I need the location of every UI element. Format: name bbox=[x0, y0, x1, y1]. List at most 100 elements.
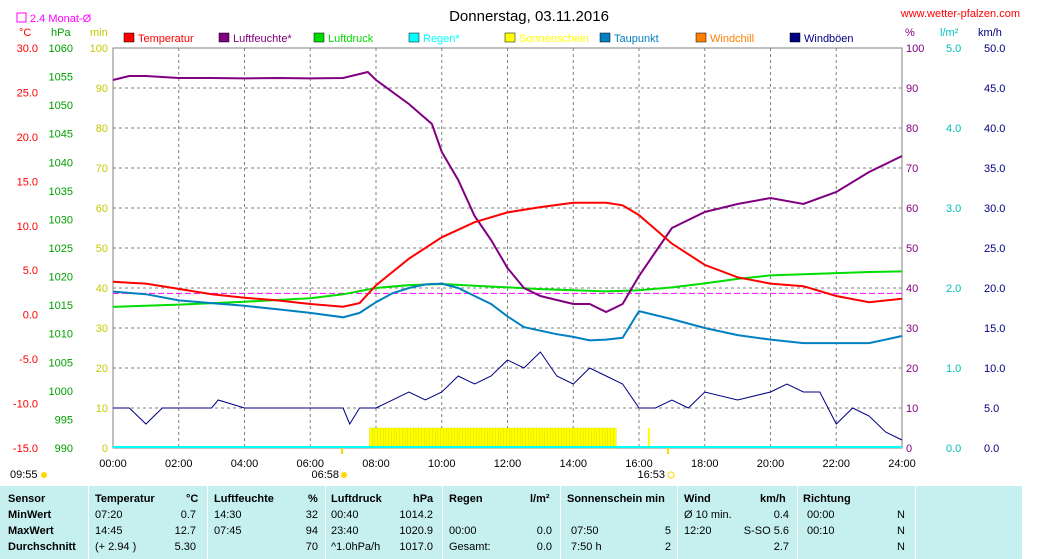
table-header-humidity: Luftfeuchte bbox=[214, 493, 274, 505]
table-cell-direction-value: N bbox=[897, 525, 905, 537]
unit-rain: l/m² bbox=[940, 27, 959, 39]
table-cell-wind-time: 12:20 bbox=[684, 525, 712, 537]
y-tick-temperature: 0.0 bbox=[23, 310, 38, 322]
y-tick-temperature: 10.0 bbox=[17, 221, 38, 233]
x-tick-label: 24:00 bbox=[888, 458, 916, 470]
table-cell-humidity-time: 07:45 bbox=[214, 525, 242, 537]
sunshine-bar bbox=[530, 427, 535, 449]
sunshine-bar bbox=[402, 427, 406, 449]
table-row-label: Durchschnitt bbox=[8, 541, 76, 553]
table-header-temperature-unit: °C bbox=[186, 493, 199, 505]
daylight-duration: 09:55 bbox=[10, 469, 38, 481]
sunshine-bar bbox=[437, 427, 442, 449]
table-header-direction: Richtung bbox=[803, 493, 851, 505]
table-cell-wind-time: Ø 10 min. bbox=[684, 509, 732, 521]
sunshine-bar bbox=[574, 427, 579, 449]
legend-label: Taupunkt bbox=[614, 33, 659, 45]
y-tick-humidity: 60 bbox=[906, 203, 918, 215]
x-tick-label: 00:00 bbox=[99, 458, 127, 470]
sunshine-bar bbox=[372, 427, 376, 449]
sunshine-bar bbox=[380, 427, 384, 449]
statistics-table: Sensor Temperatur °C Luftfeuchte % Luftd… bbox=[0, 486, 1022, 559]
sunshine-bar bbox=[445, 427, 450, 449]
sunshine-bar bbox=[550, 427, 554, 449]
sunshine-bar bbox=[369, 427, 373, 449]
y-tick-wind: 40.0 bbox=[984, 123, 1005, 135]
y-tick-humidity: 100 bbox=[906, 43, 924, 55]
sunshine-bar bbox=[596, 427, 600, 449]
table-cell-wind-value: S-SO 5.6 bbox=[743, 525, 789, 537]
sunshine-bar bbox=[374, 427, 379, 449]
table-header-pressure-unit: hPa bbox=[413, 493, 434, 505]
y-tick-rain: 2.0 bbox=[946, 283, 961, 295]
y-tick-pressure: 1055 bbox=[49, 72, 73, 84]
sunshine-bar bbox=[385, 427, 390, 449]
y-tick-rain: 5.0 bbox=[946, 43, 961, 55]
sunshine-bar bbox=[522, 427, 526, 449]
sun-icon bbox=[41, 472, 47, 478]
table-header-sensor: Sensor bbox=[8, 493, 46, 505]
y-tick-pressure: 1010 bbox=[49, 329, 73, 341]
sunshine-bar bbox=[525, 427, 529, 449]
chart-title: Donnerstag, 03.11.2016 bbox=[449, 8, 609, 25]
table-cell-pressure-time: 23:40 bbox=[331, 525, 359, 537]
sunshine-bar bbox=[462, 427, 466, 449]
x-tick-label: 20:00 bbox=[757, 458, 785, 470]
unit-pressure: hPa bbox=[51, 27, 71, 39]
sunshine-bar bbox=[470, 427, 474, 449]
sunshine-bar bbox=[487, 427, 491, 449]
y-tick-rain: 1.0 bbox=[946, 363, 961, 375]
y-tick-humidity: 70 bbox=[906, 163, 918, 175]
y-tick-sunshine: 70 bbox=[96, 163, 108, 175]
sunshine-bar bbox=[388, 427, 392, 449]
y-tick-wind: 45.0 bbox=[984, 83, 1005, 95]
sunshine-bar bbox=[580, 427, 584, 449]
sunshine-bar bbox=[476, 427, 480, 449]
y-tick-pressure: 1035 bbox=[49, 186, 73, 198]
y-tick-pressure: 1050 bbox=[49, 100, 73, 112]
y-tick-temperature: 15.0 bbox=[17, 176, 38, 188]
table-cell-rain-value: 0.0 bbox=[536, 525, 552, 537]
y-tick-humidity: 90 bbox=[906, 83, 918, 95]
x-tick-label: 12:00 bbox=[494, 458, 522, 470]
table-header-rain-unit: l/m² bbox=[530, 493, 550, 505]
sunshine-bar bbox=[415, 427, 420, 449]
sunshine-bar bbox=[506, 427, 510, 449]
sunshine-bars bbox=[369, 427, 617, 449]
y-tick-humidity: 10 bbox=[906, 403, 918, 415]
sunshine-bar bbox=[448, 427, 453, 449]
y-tick-temperature: -5.0 bbox=[19, 354, 38, 366]
legend-label: Regen* bbox=[423, 33, 460, 45]
sunshine-bar bbox=[498, 427, 502, 449]
legend-swatch bbox=[313, 32, 325, 43]
sunshine-bar bbox=[613, 427, 617, 449]
y-tick-sunshine: 80 bbox=[96, 123, 108, 135]
sunshine-bar bbox=[413, 427, 417, 449]
sunshine-bar bbox=[519, 427, 524, 449]
y-tick-wind: 0.0 bbox=[984, 443, 999, 455]
sunshine-bar bbox=[393, 427, 398, 449]
sunshine-bar bbox=[569, 427, 573, 449]
y-tick-pressure: 995 bbox=[55, 414, 73, 426]
sunshine-bar bbox=[377, 427, 381, 449]
legend-swatch bbox=[695, 32, 707, 43]
sunshine-bar bbox=[604, 427, 609, 449]
temperature-series bbox=[112, 201, 903, 308]
y-tick-rain: 3.0 bbox=[946, 203, 961, 215]
sunshine-bar bbox=[563, 427, 568, 449]
y-tick-temperature: 20.0 bbox=[17, 132, 38, 144]
sunshine-bar bbox=[484, 427, 488, 449]
y-tick-sunshine: 90 bbox=[96, 83, 108, 95]
sunshine-bar bbox=[503, 427, 507, 449]
sunshine-bar bbox=[399, 427, 403, 449]
table-cell-wind-value: 0.4 bbox=[773, 509, 789, 521]
y-tick-humidity: 0 bbox=[906, 443, 912, 455]
sunshine-bar bbox=[382, 427, 387, 449]
unit-wind: km/h bbox=[978, 27, 1002, 39]
legend-swatch bbox=[504, 32, 516, 43]
sunshine-bar bbox=[536, 427, 540, 449]
legend-label: Luftfeuchte* bbox=[233, 33, 292, 45]
sunshine-bar bbox=[561, 427, 565, 449]
table-cell-sunshine-time: 07:50 bbox=[571, 525, 599, 537]
sunshine-bar bbox=[591, 427, 595, 449]
